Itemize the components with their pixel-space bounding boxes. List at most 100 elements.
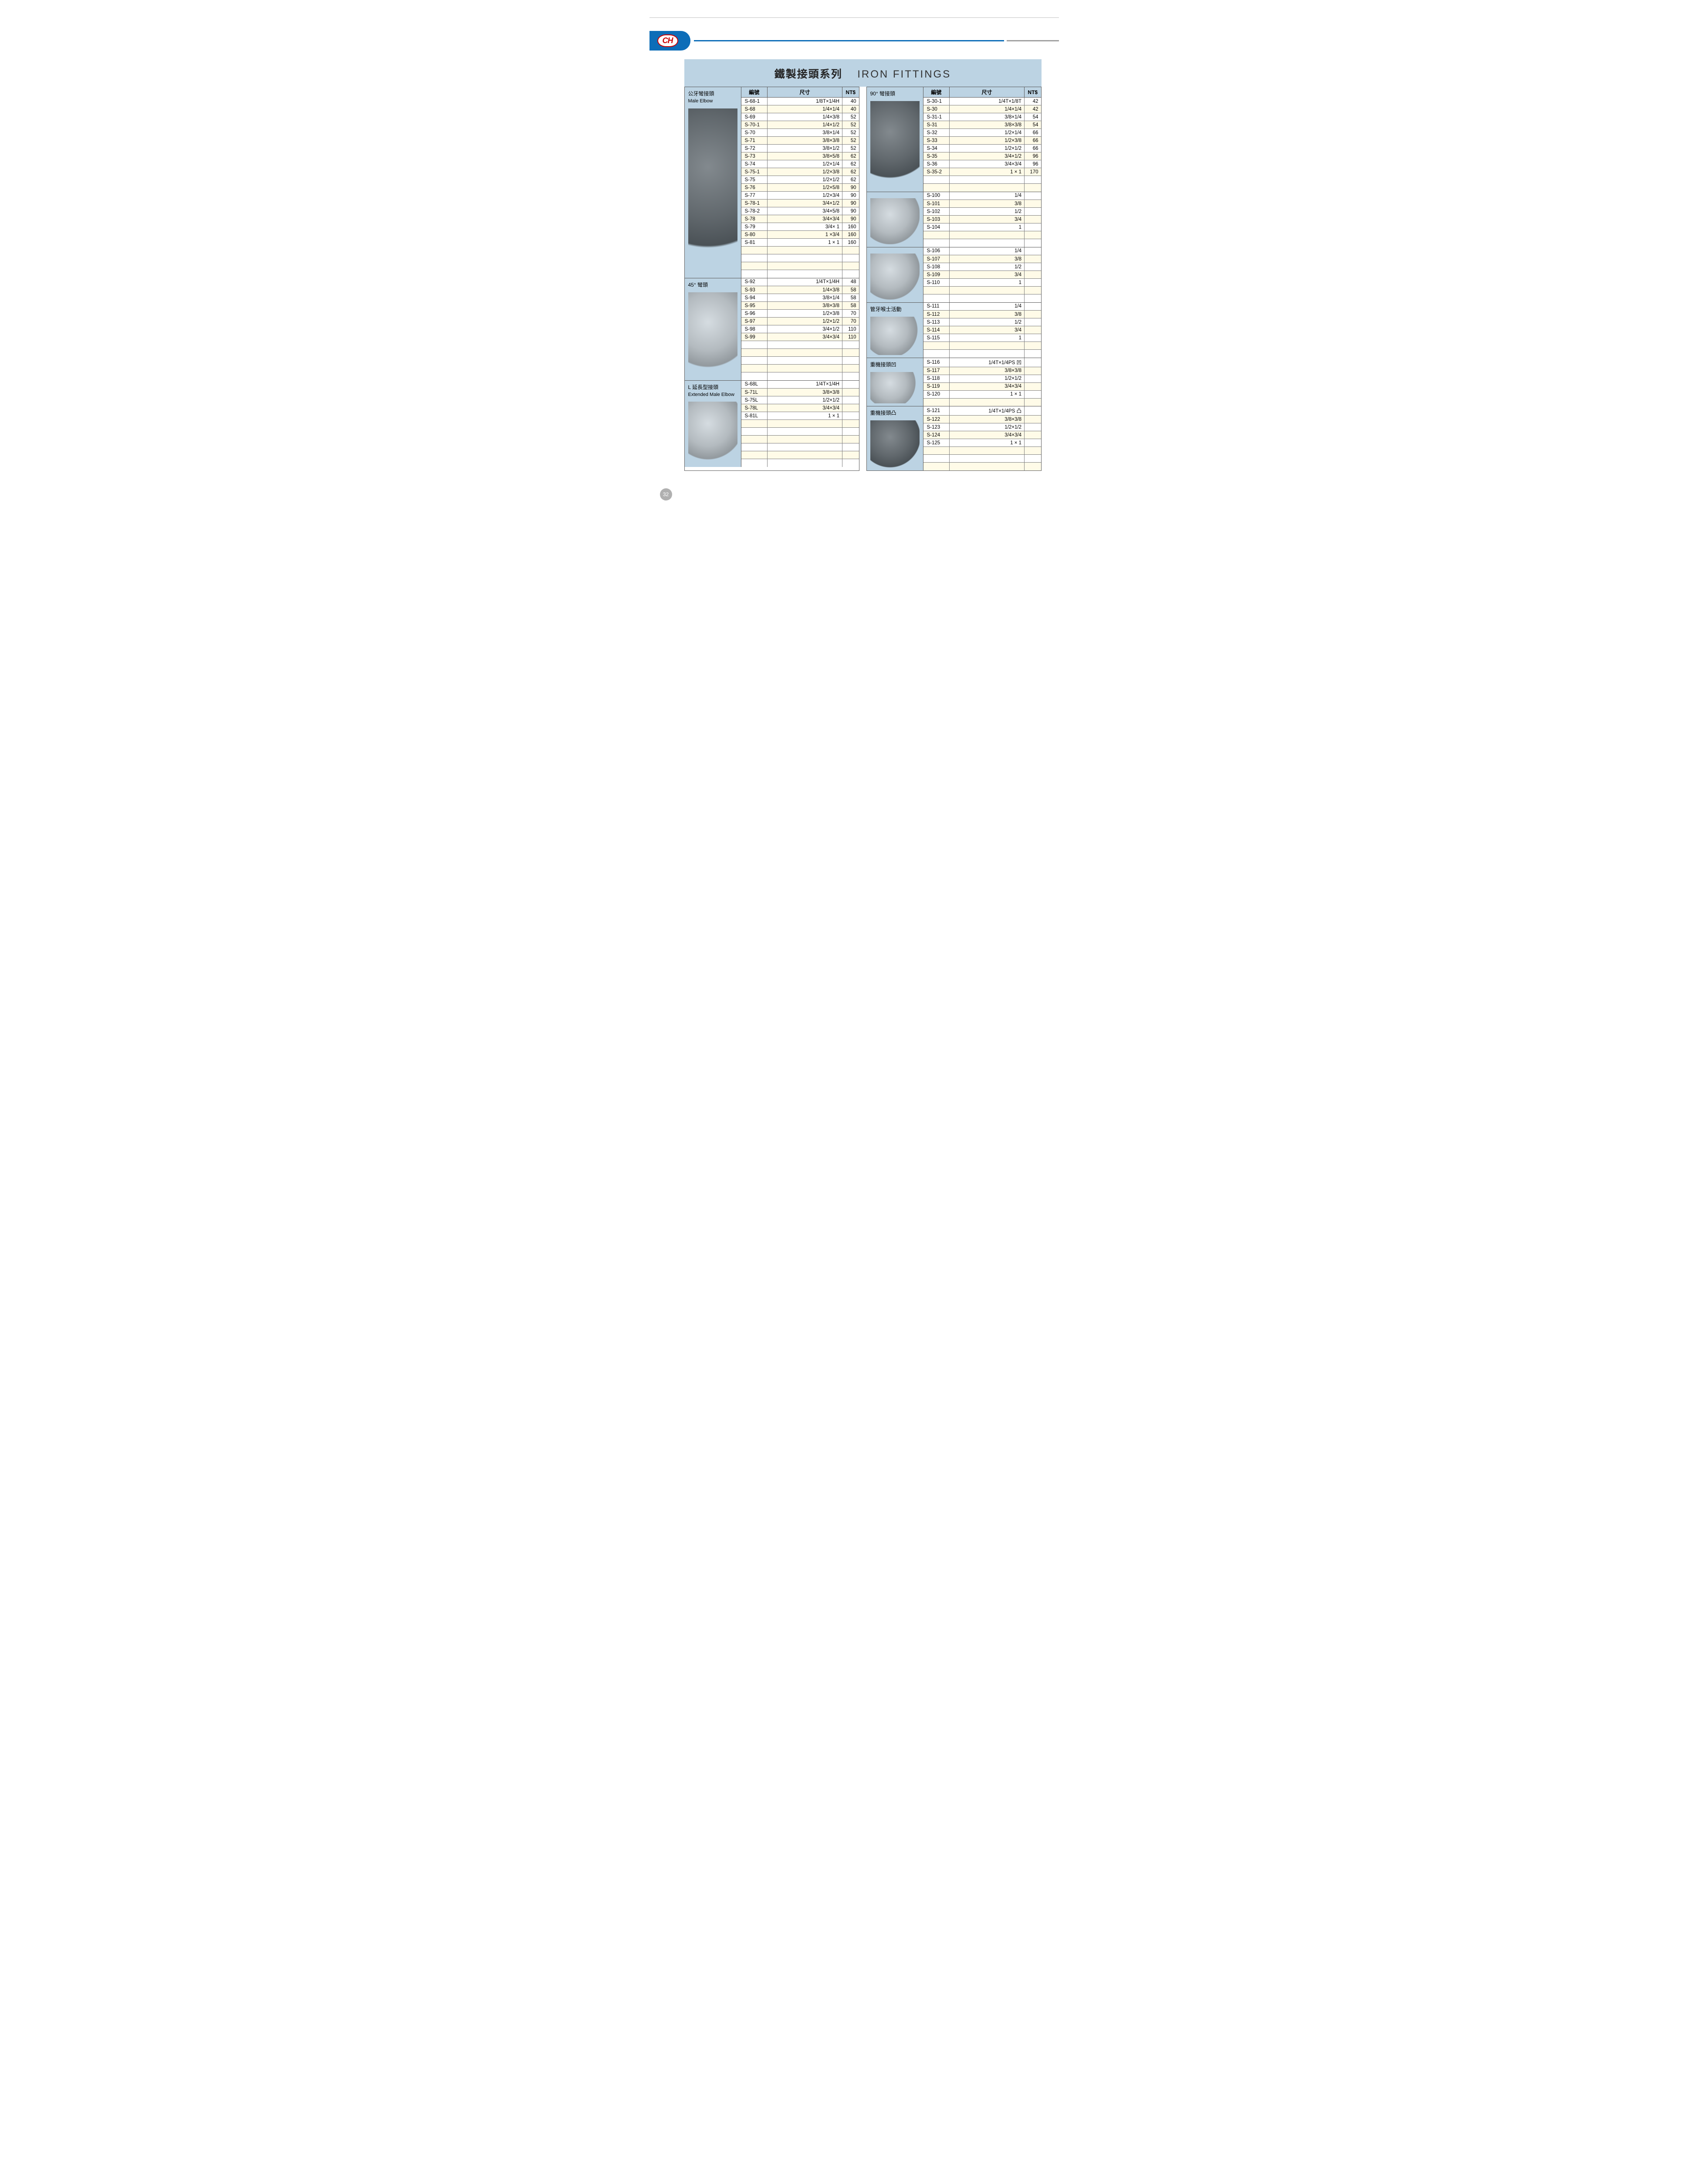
table-row: S-353/4×1/296 (923, 152, 1041, 160)
cell-price: 160 (842, 239, 859, 247)
section-table: S-68L1/4T×1/4HS-71L3/8×3/8S-75L1/2×1/2S-… (741, 381, 859, 467)
cell-code: S-116 (923, 358, 950, 367)
section-label-en: Extended Male Elbow (688, 391, 737, 399)
cell-size: 1/2 (950, 318, 1025, 326)
cell-price (1025, 231, 1041, 239)
cell-size: 3/8×3/8 (768, 302, 842, 310)
cell-price (842, 381, 859, 389)
cell-size: 1/2×3/8 (768, 310, 842, 318)
table-row (741, 247, 859, 254)
cell-size: 3/8 (950, 200, 1025, 208)
catalog-section: S-1001/4S-1013/8S-1021/2S-1033/4S-1041 (867, 192, 1041, 247)
cell-size: 3/8 (950, 311, 1025, 318)
cell-code: S-80 (741, 231, 768, 239)
section-table: 編號尺寸NT$S-30-11/4T×1/8T42S-301/4×1/442S-3… (923, 87, 1041, 192)
cell-price: 58 (842, 286, 859, 294)
cell-code: S-104 (923, 223, 950, 231)
cell-size: 3/4 (950, 271, 1025, 279)
spec-table: S-1161/4T×1/4PS 凹S-1173/8×3/8S-1181/2×1/… (923, 358, 1041, 406)
cell-size: 1 (950, 279, 1025, 287)
cell-price: 40 (842, 105, 859, 113)
table-row: S-1001/4 (923, 192, 1041, 200)
cell-size (768, 357, 842, 365)
table-row: S-1131/2 (923, 318, 1041, 326)
cell-size (768, 254, 842, 262)
cell-price (842, 262, 859, 270)
cell-size: 3/8×3/8 (768, 137, 842, 145)
cell-size: 3/4×1/2 (950, 152, 1025, 160)
cell-price: 96 (1025, 152, 1041, 160)
table-row: S-953/8×3/858 (741, 302, 859, 310)
cell-size (768, 365, 842, 372)
table-row (923, 342, 1041, 350)
cell-code: S-75L (741, 396, 768, 404)
cell-code: S-36 (923, 160, 950, 168)
cell-code (923, 463, 950, 470)
section-table: S-1111/4S-1123/8S-1131/2S-1143/4S-1151 (923, 303, 1041, 358)
product-image (870, 420, 920, 468)
table-row: S-35-21 × 1170 (923, 168, 1041, 176)
cell-price (842, 270, 859, 278)
table-row: S-341/2×1/266 (923, 145, 1041, 152)
cell-price: 90 (842, 200, 859, 207)
table-row (741, 436, 859, 443)
spec-table: 編號尺寸NT$S-68-11/8T×1/4H40S-681/4×1/440S-6… (741, 87, 859, 278)
cell-code: S-73 (741, 152, 768, 160)
cell-size: 1/4T×1/4PS 凸 (950, 406, 1025, 416)
cell-size: 1/4T×1/4PS 凹 (950, 358, 1025, 367)
cell-code: S-115 (923, 334, 950, 342)
cell-price (1025, 192, 1041, 200)
cell-size (950, 342, 1025, 350)
cell-price: 90 (842, 192, 859, 200)
cell-price (1025, 439, 1041, 447)
cell-price: 70 (842, 318, 859, 325)
cell-price (1025, 223, 1041, 231)
cell-code (741, 436, 768, 443)
cell-price (1025, 271, 1041, 279)
table-row: S-1143/4 (923, 326, 1041, 334)
cell-size: 3/4×1/2 (768, 200, 842, 207)
table-row: S-681/4×1/440 (741, 105, 859, 113)
cell-code (741, 372, 768, 380)
cell-price: 70 (842, 310, 859, 318)
cell-size: 1/4 (950, 303, 1025, 311)
table-row: S-1081/2 (923, 263, 1041, 271)
cell-price: 58 (842, 294, 859, 302)
cell-size (950, 239, 1025, 247)
cell-code: S-74 (741, 160, 768, 168)
cell-code: S-98 (741, 325, 768, 333)
cell-size (950, 184, 1025, 192)
cell-price: 48 (842, 278, 859, 286)
cell-code: S-114 (923, 326, 950, 334)
table-row: S-1223/8×3/8 (923, 416, 1041, 423)
cell-price (1025, 398, 1041, 406)
cell-code: S-120 (923, 390, 950, 398)
cell-price (1025, 382, 1041, 390)
cell-code: S-31-1 (923, 113, 950, 121)
table-row: S-1201 × 1 (923, 390, 1041, 398)
cell-code: S-94 (741, 294, 768, 302)
cell-price (1025, 334, 1041, 342)
cell-size: 1/2×1/2 (950, 145, 1025, 152)
cell-price: 54 (1025, 113, 1041, 121)
section-label-cn: 重機接頭凹 (870, 361, 920, 369)
cell-code: S-70 (741, 129, 768, 137)
cell-size: 3/4×3/4 (768, 333, 842, 341)
columns-wrap: 公牙彎接頭Male Elbow編號尺寸NT$S-68-11/8T×1/4H40S… (684, 87, 1042, 471)
cell-code: S-33 (923, 137, 950, 145)
cell-size: 1 × 1 (950, 439, 1025, 447)
cell-code: S-125 (923, 439, 950, 447)
table-row (741, 341, 859, 349)
cell-price: 62 (842, 176, 859, 184)
table-row: S-961/2×3/870 (741, 310, 859, 318)
cell-size: 1/4T×1/8T (950, 98, 1025, 105)
cell-size: 1/4T×1/4H (768, 278, 842, 286)
section-table: 編號尺寸NT$S-68-11/8T×1/4H40S-681/4×1/440S-6… (741, 87, 859, 278)
cell-code: S-93 (741, 286, 768, 294)
table-row: S-1021/2 (923, 208, 1041, 216)
cell-price (842, 412, 859, 420)
cell-size: 3/8×3/8 (950, 367, 1025, 375)
col-header-size: 尺寸 (950, 87, 1025, 98)
table-row (741, 270, 859, 278)
col-header-size: 尺寸 (768, 87, 842, 98)
